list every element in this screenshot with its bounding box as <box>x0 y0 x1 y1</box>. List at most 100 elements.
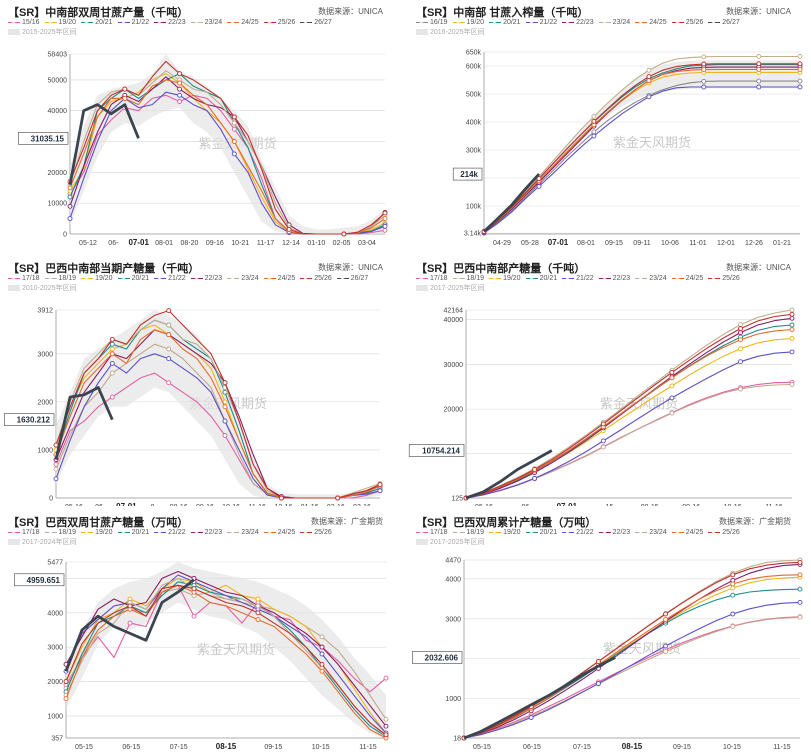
legend-item[interactable]: 25/26 <box>300 274 332 284</box>
legend-item[interactable]: 19/20 <box>452 18 484 28</box>
legend-item[interactable]: 20/21 <box>525 274 557 284</box>
panel-title: 【SR】巴西双周甘蔗产糖量（万吨） <box>8 517 189 529</box>
y-tick-label: 20000 <box>48 170 68 177</box>
data-point <box>166 308 172 314</box>
legend-item[interactable]: 17/18 <box>416 528 448 538</box>
legend-item[interactable]: 21/22 <box>154 274 186 284</box>
data-point <box>756 66 762 72</box>
legend-item[interactable]: 23/24 <box>190 18 222 28</box>
legend-label: 25/26 <box>277 19 296 26</box>
legend-item[interactable]: 22/23 <box>598 528 630 538</box>
legend-item[interactable]: 26/27 <box>708 18 740 28</box>
panel-cs-biweekly-cane: 【SR】中南部双周甘蔗产量（千吨） 数据来源：UNICA 15/16 19/20 2… <box>0 0 403 250</box>
legend-item[interactable]: 19/20 <box>489 528 521 538</box>
legend-range-swatch <box>416 539 428 546</box>
legend-label: 22/23 <box>204 529 223 536</box>
legend-item[interactable]: 22/23 <box>562 18 594 28</box>
legend-label: 25/26 <box>722 529 740 536</box>
legend-item[interactable]: 23/24 <box>635 274 667 284</box>
legend-item[interactable]: 25/26 <box>263 18 296 28</box>
legend-item[interactable]: 17/18 <box>8 528 40 538</box>
legend-range[interactable]: 2016-2025年区间 <box>416 28 484 38</box>
legend-item[interactable]: 22/23 <box>190 528 223 538</box>
legend-item[interactable]: 24/25 <box>671 274 703 284</box>
legend-item[interactable]: 26/27 <box>336 274 368 284</box>
legend-range[interactable]: 2017-2025年区间 <box>416 284 484 294</box>
current-value-flag <box>18 132 69 145</box>
legend-item[interactable]: 19/20 <box>489 274 521 284</box>
legend-item[interactable]: 19/20 <box>44 18 76 28</box>
legend-item[interactable]: 25/26 <box>708 274 740 284</box>
data-point <box>663 643 669 649</box>
legend-item[interactable]: 20/21 <box>525 528 557 538</box>
legend-range[interactable]: 2010-2025年区间 <box>8 284 76 294</box>
legend-item[interactable]: 18/19 <box>44 528 76 538</box>
legend-swatch <box>489 18 502 24</box>
chart-svg: 0 1000 2000 3000 3912 05-16 06- 07-01 8 08-16 09-1… <box>4 308 383 506</box>
x-tick-label: 07-01 <box>557 502 578 506</box>
legend-item[interactable]: 20/21 <box>489 18 521 28</box>
legend-item[interactable]: 16/19 <box>416 18 448 28</box>
x-tick-label: 06-15 <box>122 744 140 751</box>
data-point <box>738 346 743 352</box>
legend-item[interactable]: 21/22 <box>525 18 557 28</box>
series-line <box>483 173 541 233</box>
legend-item[interactable]: 24/25 <box>263 274 295 284</box>
y-tick-label: 58403 <box>48 52 68 59</box>
legend-item[interactable]: 24/25 <box>635 18 667 28</box>
legend-range[interactable]: 2017-2025年区间 <box>416 538 484 548</box>
y-tick-label: 3000 <box>445 616 461 623</box>
legend-item[interactable]: 18/19 <box>452 528 484 538</box>
legend-item[interactable]: 18/19 <box>44 274 76 284</box>
legend-item[interactable]: 20/21 <box>81 18 113 28</box>
legend-item[interactable]: 24/25 <box>671 528 703 538</box>
legend-item[interactable]: 26/27 <box>300 18 332 28</box>
legend-item[interactable]: 23/24 <box>227 528 259 538</box>
current-value-flag <box>412 651 463 664</box>
legend-item[interactable]: 18/19 <box>452 274 484 284</box>
legend-item[interactable]: 17/18 <box>8 274 40 284</box>
legend-item[interactable]: 15/16 <box>8 18 40 28</box>
data-point <box>536 183 542 189</box>
legend-range[interactable]: 2017-2024年区间 <box>8 538 76 548</box>
legend-item[interactable]: 21/22 <box>562 274 594 284</box>
y-tick-label: 600k <box>466 64 482 71</box>
legend-item[interactable]: 25/26 <box>671 18 703 28</box>
series-line <box>465 351 793 499</box>
legend-item[interactable]: 22/23 <box>190 274 222 284</box>
legend-item[interactable]: 23/24 <box>227 274 259 284</box>
data-point <box>756 61 762 67</box>
data-point <box>600 438 606 444</box>
legend-item[interactable]: 23/24 <box>598 18 630 28</box>
legend-range[interactable]: 2015-2025年区间 <box>8 28 76 38</box>
legend-item[interactable]: 21/22 <box>562 528 594 538</box>
data-point <box>319 634 325 640</box>
data-point <box>797 84 803 90</box>
legend-item[interactable]: 25/26 <box>708 528 740 538</box>
series-line <box>64 578 195 672</box>
series-16-19 <box>481 78 803 236</box>
x-tick-label: 10-16 <box>222 504 240 506</box>
x-tick-label: 09-11 <box>633 240 650 247</box>
legend-item[interactable]: 22/23 <box>154 18 186 28</box>
legend-swatch <box>489 274 502 280</box>
series-26-27 <box>483 173 541 233</box>
legend-item[interactable]: 21/22 <box>154 528 186 538</box>
legend-item[interactable]: 21/22 <box>117 18 150 28</box>
data-point <box>191 613 197 619</box>
legend-item[interactable]: 24/25 <box>263 528 295 538</box>
data-point <box>383 716 389 722</box>
legend-item[interactable]: 19/20 <box>81 274 113 284</box>
data-point <box>797 559 803 565</box>
legend-item[interactable]: 25/26 <box>300 528 332 538</box>
legend-label: 21/22 <box>131 19 150 26</box>
legend-item[interactable]: 20/21 <box>117 274 149 284</box>
legend-item[interactable]: 17/18 <box>416 274 448 284</box>
legend-item[interactable]: 23/24 <box>635 528 667 538</box>
legend-swatch <box>190 18 203 24</box>
legend-item[interactable]: 24/25 <box>227 18 259 28</box>
legend-item[interactable]: 20/21 <box>117 528 149 538</box>
data-point <box>319 644 325 650</box>
legend-item[interactable]: 22/23 <box>598 274 630 284</box>
legend-item[interactable]: 19/20 <box>81 528 113 538</box>
